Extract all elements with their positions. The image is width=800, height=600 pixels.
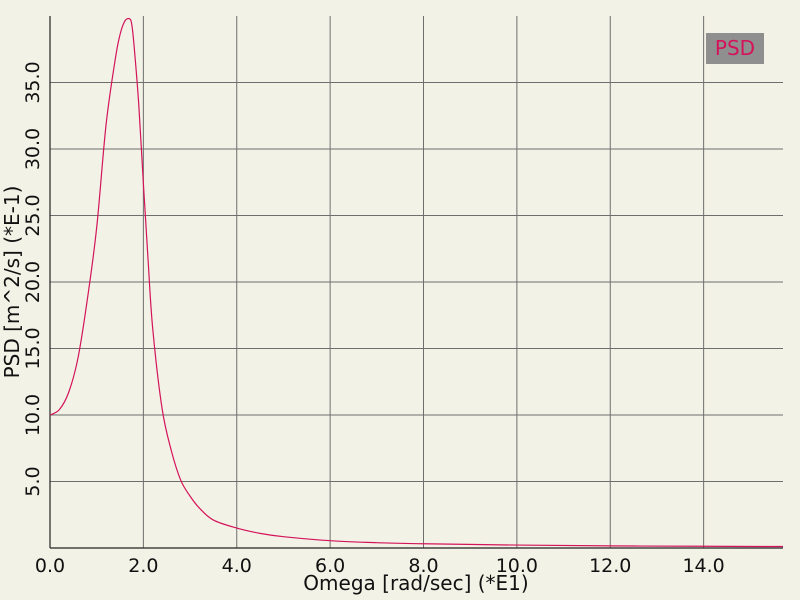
y-axis-label: PSD [m^2/s] (*E-1) [0, 186, 24, 379]
y-tick-label: 5.0 [22, 466, 44, 496]
y-tick-label: 10.0 [22, 394, 44, 436]
legend-entry-psd: PSD [715, 36, 755, 60]
x-axis-label: Omega [rad/sec] (*E1) [303, 571, 528, 595]
x-tick-label: 6.0 [315, 555, 345, 577]
series-layer [49, 17, 784, 548]
x-tick-labels: 0.0 2.0 4.0 6.0 8.0 10.0 12.0 14.0 [35, 555, 725, 577]
x-tick-label: 4.0 [222, 555, 252, 577]
series-line-psd [49, 17, 784, 548]
grid [50, 16, 783, 548]
y-tick-label: 30.0 [22, 128, 44, 170]
x-tick-label: 0.0 [35, 555, 65, 577]
y-tick-label: 20.0 [22, 261, 44, 303]
x-tick-label: 12.0 [589, 555, 631, 577]
legend-box [706, 33, 764, 64]
legend: PSD [706, 33, 764, 64]
x-tick-label: 14.0 [682, 555, 724, 577]
y-tick-label: 25.0 [22, 194, 44, 236]
axes [49, 16, 783, 549]
y-tick-labels: 5.0 10.0 15.0 20.0 25.0 30.0 35.0 [22, 61, 44, 496]
x-tick-label: 10.0 [496, 555, 538, 577]
x-tick-label: 2.0 [128, 555, 158, 577]
y-tick-label: 35.0 [22, 61, 44, 103]
x-tick-label: 8.0 [408, 555, 438, 577]
y-tick-label: 15.0 [22, 327, 44, 369]
